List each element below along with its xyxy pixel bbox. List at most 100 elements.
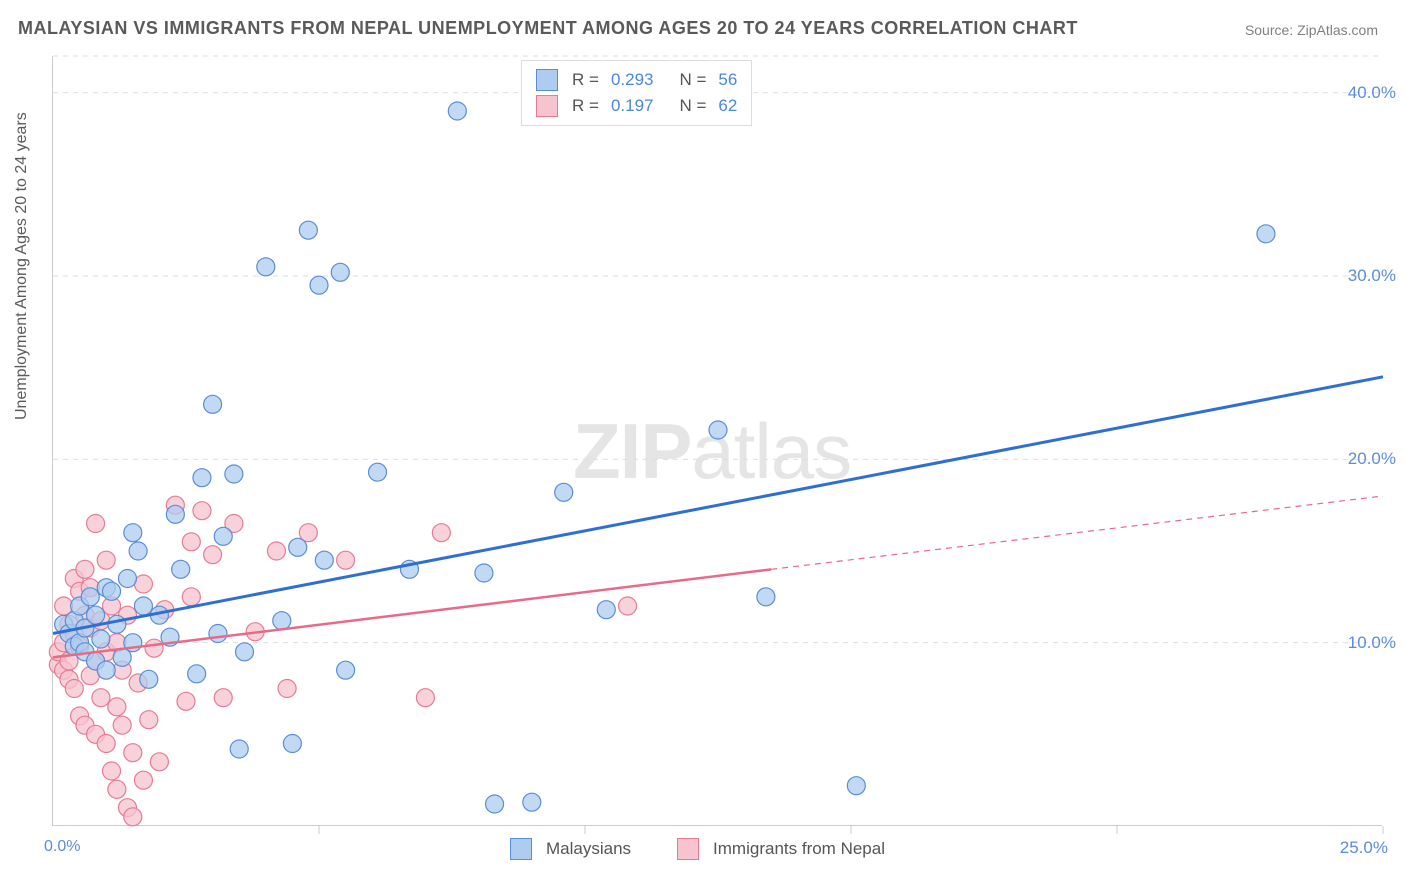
legend-row-nepal: R = 0.197 N = 62: [536, 93, 737, 119]
data-point-malaysian: [555, 483, 573, 501]
y-tick-label: 10.0%: [1348, 633, 1396, 653]
data-point-malaysian: [188, 665, 206, 683]
data-point-nepal: [416, 689, 434, 707]
r-label: R =: [572, 67, 599, 93]
series-legend: Malaysians Immigrants from Nepal: [510, 838, 885, 860]
data-point-nepal: [267, 542, 285, 560]
data-point-nepal: [65, 680, 83, 698]
data-point-malaysian: [337, 661, 355, 679]
data-point-malaysian: [369, 463, 387, 481]
data-point-malaysian: [172, 560, 190, 578]
data-point-malaysian: [140, 670, 158, 688]
data-point-nepal: [97, 735, 115, 753]
trendline-malaysians: [53, 377, 1383, 634]
data-point-nepal: [108, 698, 126, 716]
data-point-malaysian: [108, 615, 126, 633]
data-point-malaysian: [709, 421, 727, 439]
data-point-malaysian: [310, 276, 328, 294]
data-point-malaysian: [193, 469, 211, 487]
data-point-nepal: [140, 711, 158, 729]
data-point-malaysian: [257, 258, 275, 276]
data-point-nepal: [193, 502, 211, 520]
n-value-blue: 56: [718, 67, 737, 93]
n-label: N =: [679, 93, 706, 119]
data-point-malaysian: [214, 527, 232, 545]
chart-plot-area: ZIPatlas R = 0.293 N = 56 R = 0.197 N = …: [52, 56, 1382, 826]
data-point-nepal: [87, 515, 105, 533]
data-point-malaysian: [283, 735, 301, 753]
data-point-nepal: [124, 808, 142, 826]
data-point-malaysian: [124, 524, 142, 542]
data-point-nepal: [92, 689, 110, 707]
data-point-nepal: [214, 689, 232, 707]
data-point-malaysian: [757, 588, 775, 606]
data-point-malaysian: [523, 793, 541, 811]
data-point-malaysian: [299, 221, 317, 239]
data-point-nepal: [182, 588, 200, 606]
data-point-malaysian: [1257, 225, 1275, 243]
swatch-blue: [536, 69, 558, 91]
source-prefix: Source:: [1245, 22, 1297, 38]
data-point-nepal: [134, 771, 152, 789]
data-point-nepal: [124, 744, 142, 762]
r-value-blue: 0.293: [611, 67, 654, 93]
data-point-nepal: [97, 551, 115, 569]
y-tick-label: 40.0%: [1348, 83, 1396, 103]
data-point-malaysian: [87, 606, 105, 624]
data-point-malaysian: [448, 102, 466, 120]
x-axis-end: 25.0%: [1340, 838, 1388, 858]
data-point-malaysian: [225, 465, 243, 483]
data-point-nepal: [432, 524, 450, 542]
y-tick-label: 20.0%: [1348, 449, 1396, 469]
data-point-nepal: [145, 639, 163, 657]
r-label: R =: [572, 93, 599, 119]
data-point-malaysian: [209, 625, 227, 643]
x-axis-origin: 0.0%: [44, 838, 80, 856]
correlation-legend: R = 0.293 N = 56 R = 0.197 N = 62: [521, 60, 752, 126]
legend-row-malaysians: R = 0.293 N = 56: [536, 67, 737, 93]
data-point-malaysian: [230, 740, 248, 758]
data-point-malaysian: [315, 551, 333, 569]
swatch-pink: [677, 838, 699, 860]
data-point-nepal: [103, 762, 121, 780]
data-point-malaysian: [331, 263, 349, 281]
data-point-malaysian: [236, 643, 254, 661]
data-point-malaysian: [81, 588, 99, 606]
data-point-malaysian: [273, 612, 291, 630]
source-link[interactable]: ZipAtlas.com: [1297, 22, 1378, 38]
data-point-malaysian: [486, 795, 504, 813]
data-point-nepal: [182, 533, 200, 551]
data-point-malaysian: [97, 661, 115, 679]
y-tick-label: 30.0%: [1348, 266, 1396, 286]
data-point-malaysian: [134, 597, 152, 615]
chart-title: MALAYSIAN VS IMMIGRANTS FROM NEPAL UNEMP…: [18, 18, 1078, 39]
y-axis-label: Unemployment Among Ages 20 to 24 years: [13, 112, 31, 420]
swatch-blue: [510, 838, 532, 860]
source-attribution: Source: ZipAtlas.com: [1245, 22, 1378, 38]
data-point-nepal: [113, 716, 131, 734]
legend-label-nepal: Immigrants from Nepal: [713, 839, 885, 859]
data-point-malaysian: [204, 395, 222, 413]
data-point-malaysian: [166, 505, 184, 523]
data-point-malaysian: [847, 777, 865, 795]
data-point-nepal: [134, 575, 152, 593]
data-point-nepal: [204, 546, 222, 564]
data-point-nepal: [76, 560, 94, 578]
data-point-malaysian: [129, 542, 147, 560]
data-point-nepal: [108, 780, 126, 798]
trendline-nepal-extrapolated: [771, 496, 1383, 569]
data-point-nepal: [150, 753, 168, 771]
data-point-malaysian: [103, 582, 121, 600]
data-point-malaysian: [118, 570, 136, 588]
data-point-malaysian: [92, 630, 110, 648]
n-label: N =: [679, 67, 706, 93]
swatch-pink: [536, 95, 558, 117]
scatter-svg: [53, 56, 1383, 826]
data-point-malaysian: [597, 601, 615, 619]
data-point-malaysian: [475, 564, 493, 582]
n-value-pink: 62: [718, 93, 737, 119]
data-point-malaysian: [289, 538, 307, 556]
data-point-nepal: [619, 597, 637, 615]
data-point-nepal: [278, 680, 296, 698]
legend-label-malaysians: Malaysians: [546, 839, 631, 859]
